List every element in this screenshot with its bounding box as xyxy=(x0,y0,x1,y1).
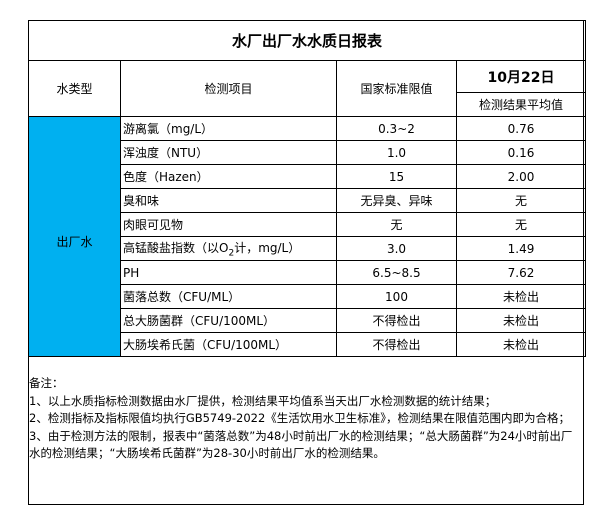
table-row: 大肠埃希氏菌（CFU/100ML） 不得检出 未检出 xyxy=(29,332,587,357)
header-date: 10月22日 xyxy=(455,60,587,93)
result-cell: 无 xyxy=(455,188,587,213)
limit-cell: 6.5~8.5 xyxy=(336,260,457,285)
limit-cell: 无异臭、异味 xyxy=(336,188,457,213)
notes-heading: 备注： xyxy=(29,376,64,390)
table-row: 臭和味 无异臭、异味无 xyxy=(29,188,587,213)
limit-cell: 0.3~2 xyxy=(336,116,457,141)
notes-section: 备注： 1、以上水质指标检测数据由水厂提供，检测结果平均值系当天出厂水检测数据的… xyxy=(29,375,581,463)
header-item: 检测项目 xyxy=(120,60,337,117)
item-cell: 浑浊度（NTU） xyxy=(120,140,337,165)
table-row: 色度（Hazen） 15 2.00 xyxy=(29,164,587,189)
header-water-type: 水类型 xyxy=(28,60,121,117)
result-cell: 7.62 xyxy=(455,260,587,285)
table-row: 出厂水 游离氯（mg/L） 0.3~2 0.76 xyxy=(28,116,587,357)
table-row: 高锰酸盐指数（以O2计，mg/L） 3.0 1.49 xyxy=(29,236,587,261)
item-subscript: 2 xyxy=(228,248,235,259)
result-cell: 未检出 xyxy=(455,308,587,333)
report-title: 水厂出厂水水质日报表 xyxy=(27,20,587,61)
note-line: 3、由于检测方法的限制，报表中“菌落总数”为48小时前出厂水的检测结果；“总大肠… xyxy=(29,428,573,461)
item-cell: 游离氯（mg/L） xyxy=(120,116,337,141)
limit-cell: 1.0 xyxy=(336,140,457,165)
item-cell: 臭和味 xyxy=(120,188,337,213)
note-line: 1、以上水质指标检测数据由水厂提供，检测结果平均值系当天出厂水检测数据的统计结果… xyxy=(29,393,497,408)
result-cell: 未检出 xyxy=(455,332,587,357)
limit-cell: 不得检出 xyxy=(336,332,457,357)
water-type-cell: 出厂水 xyxy=(28,116,121,357)
note-line: 2、检测指标及指标限值均执行GB5749-2022《生活饮用水卫生标准》，检测结… xyxy=(29,411,571,425)
limit-cell: 100 xyxy=(336,284,457,309)
result-cell: 0.76 xyxy=(455,116,587,141)
item-cell: 大肠埃希氏菌（CFU/100ML） xyxy=(120,332,337,357)
item-text: 计，mg/L） xyxy=(234,240,301,255)
item-cell: 菌落总数（CFU/ML） xyxy=(120,284,337,309)
result-cell: 1.49 xyxy=(455,236,587,261)
result-cell: 2.00 xyxy=(455,164,587,189)
table-row: 浑浊度（NTU） 1.0 0.16 xyxy=(29,140,587,165)
item-cell: PH xyxy=(120,260,337,285)
limit-cell: 15 xyxy=(336,164,457,189)
item-text: 高锰酸盐指数（以O xyxy=(123,240,229,255)
result-cell: 无 xyxy=(455,212,587,237)
header-result: 检测结果平均值 xyxy=(455,92,587,117)
result-cell: 0.16 xyxy=(455,140,587,165)
limit-cell: 不得检出 xyxy=(336,308,457,333)
table-row: 菌落总数（CFU/ML） 100 未检出 xyxy=(29,284,587,309)
item-cell: 高锰酸盐指数（以O2计，mg/L） xyxy=(120,236,337,261)
item-cell: 总大肠菌群（CFU/100ML） xyxy=(120,308,337,333)
limit-cell: 3.0 xyxy=(336,236,457,261)
limit-cell: 无 xyxy=(336,212,457,237)
result-cell: 未检出 xyxy=(455,284,587,309)
item-cell: 肉眼可见物 xyxy=(120,212,337,237)
report-table: 水厂出厂水水质日报表 水类型 检测项目 国家标准限值 10月22日 检测结果平均… xyxy=(27,20,587,357)
header-limit: 国家标准限值 xyxy=(336,60,457,117)
table-row: PH 6.5~8.5 7.62 xyxy=(29,260,587,285)
item-cell: 色度（Hazen） xyxy=(120,164,337,189)
